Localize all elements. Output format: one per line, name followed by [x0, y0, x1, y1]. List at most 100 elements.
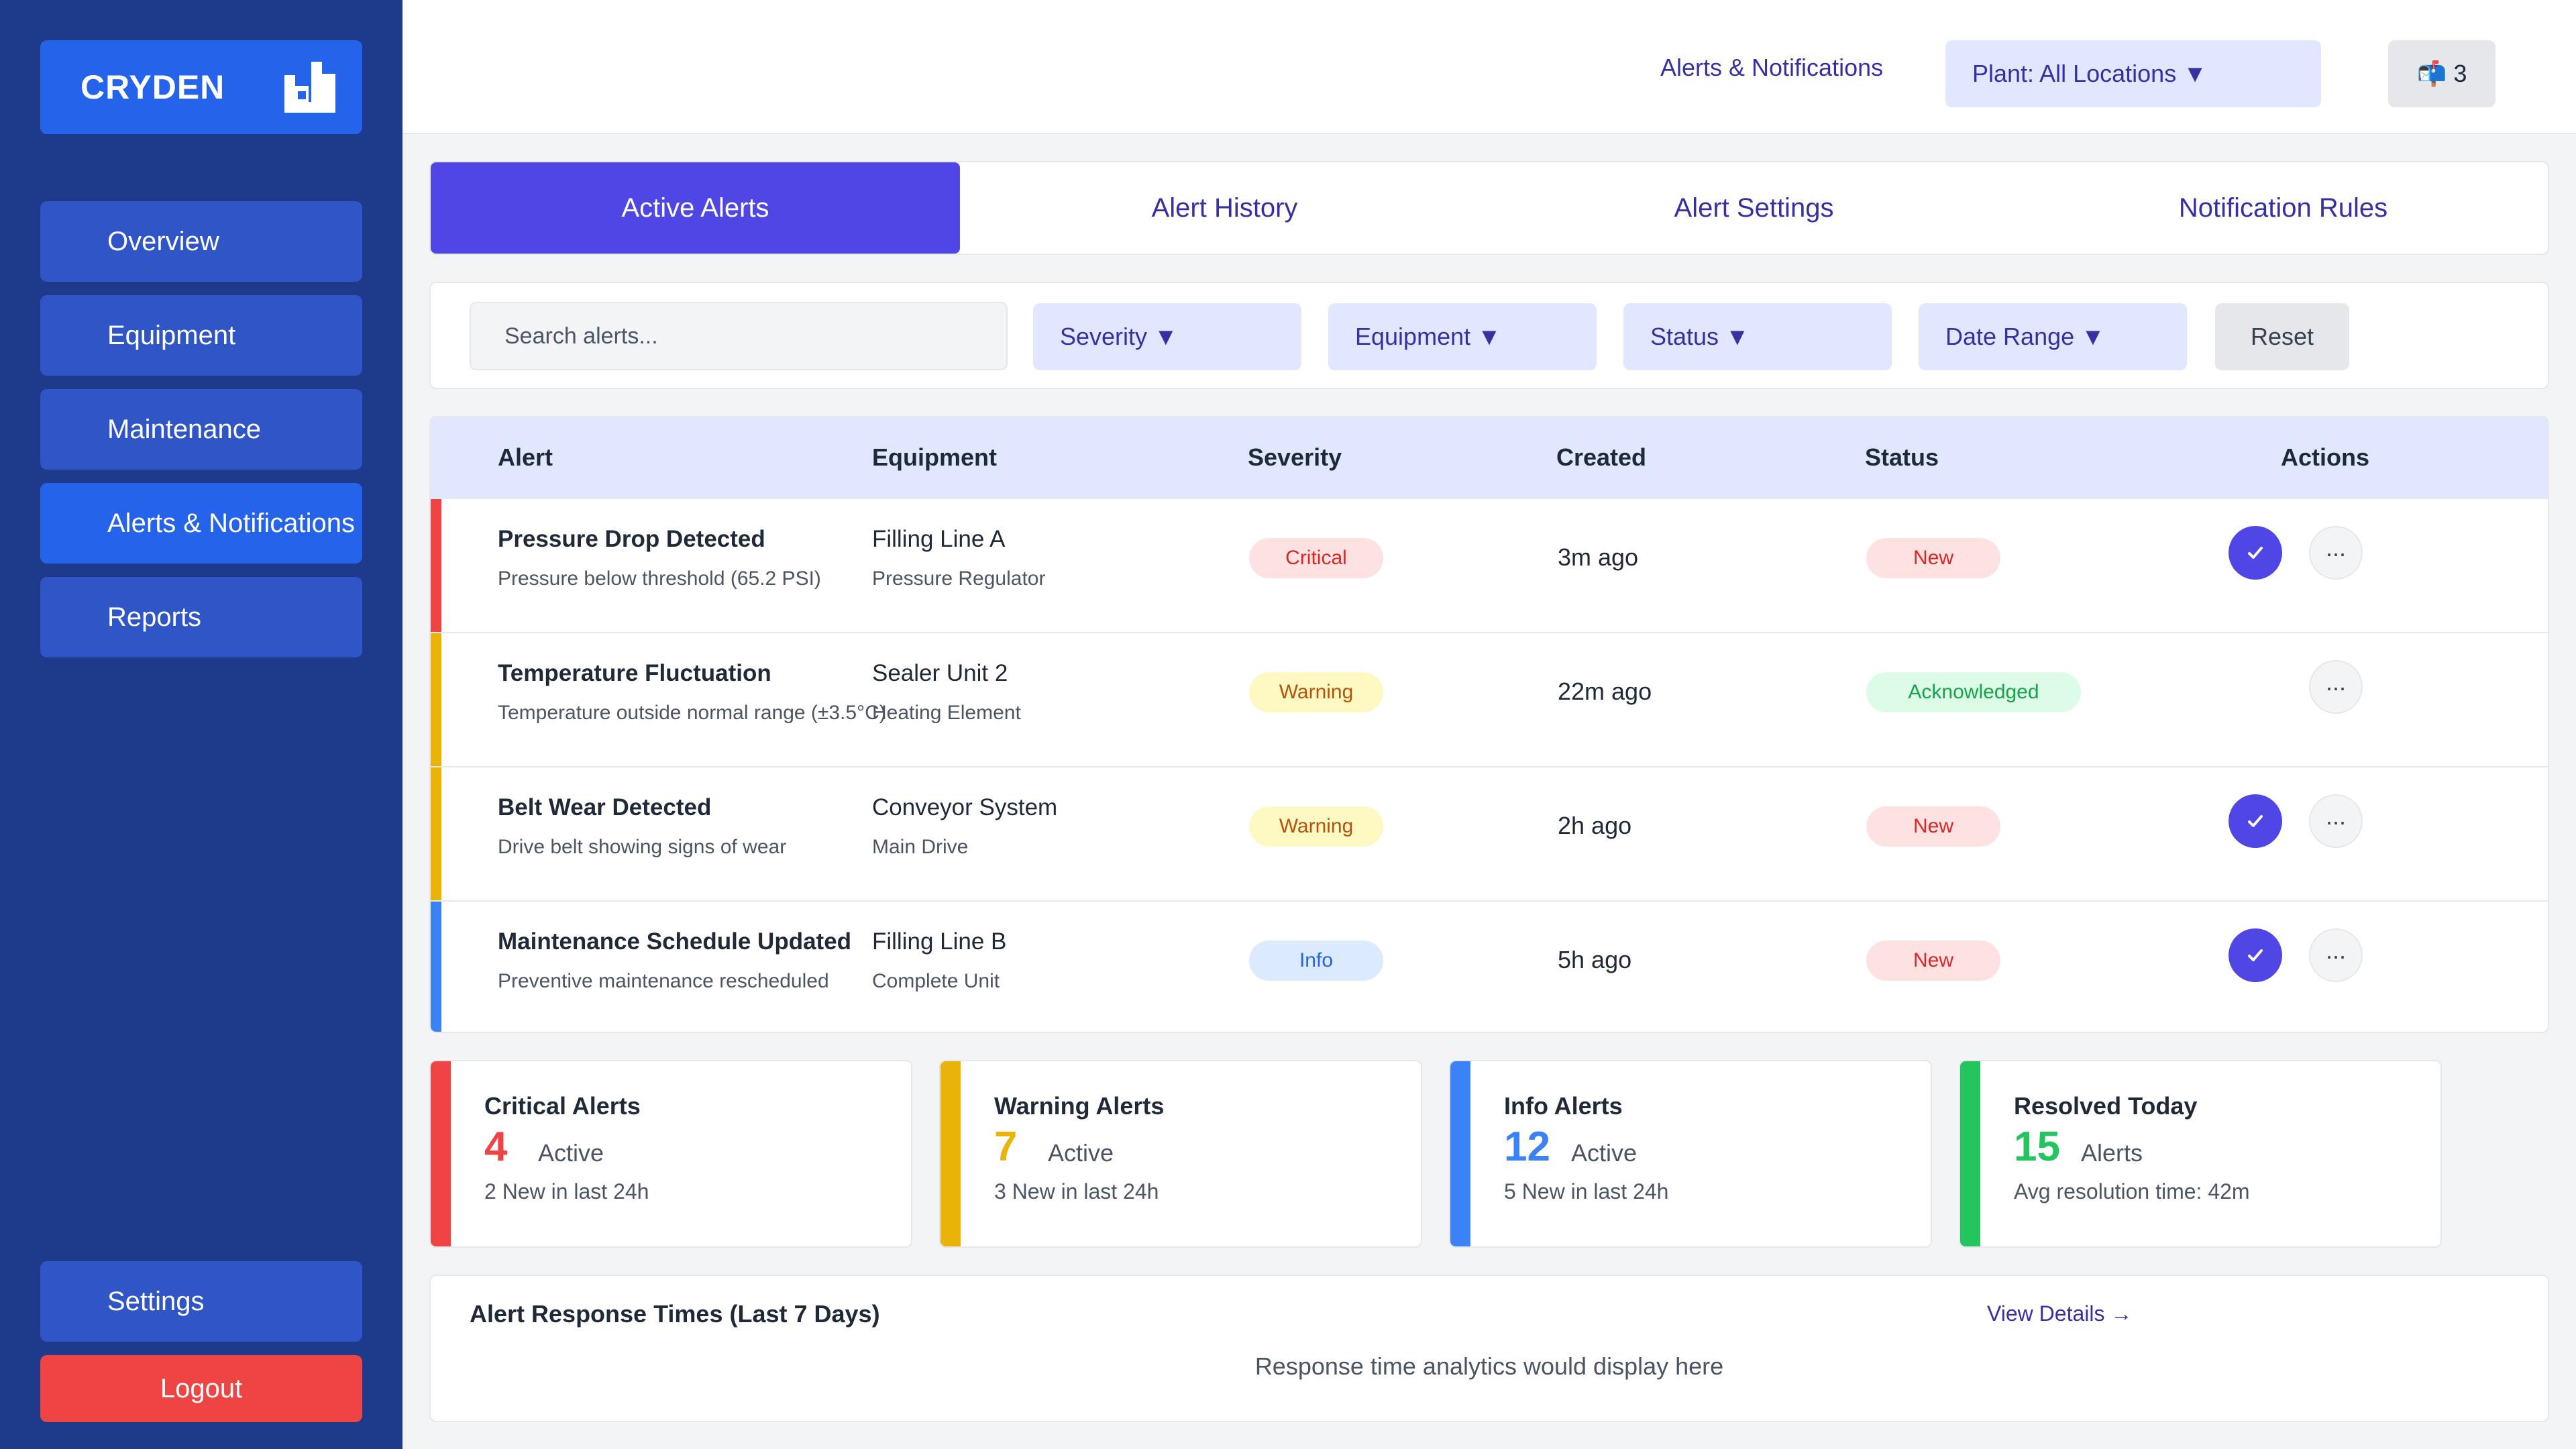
reset-button[interactable]: Reset	[2215, 303, 2349, 370]
check-icon	[2248, 547, 2263, 559]
acknowledge-button[interactable]	[2229, 526, 2282, 580]
sidebar-item-label: Reports	[107, 602, 202, 632]
equipment-name: Filling Line A	[872, 526, 1006, 552]
table-row[interactable]: Pressure Drop Detected Pressure below th…	[431, 498, 2548, 632]
more-icon: ...	[2325, 802, 2346, 830]
severity-badge: Warning	[1249, 672, 1383, 712]
plant-select[interactable]: Plant: All Locations ▼	[1945, 40, 2321, 107]
sidebar-item-label: Overview	[107, 226, 219, 256]
severity-indicator	[431, 767, 441, 900]
severity-badge: Critical	[1249, 538, 1383, 578]
notification-count: 3	[2453, 60, 2467, 87]
equipment-name: Sealer Unit 2	[872, 660, 1008, 686]
table-row[interactable]: Belt Wear Detected Drive belt showing si…	[431, 766, 2548, 900]
panel-title: Alert Response Times (Last 7 Days)	[470, 1300, 880, 1328]
sidebar-item-reports[interactable]: Reports	[40, 577, 362, 657]
sidebar-item-settings[interactable]: Settings	[40, 1261, 362, 1342]
acknowledge-button[interactable]	[2229, 794, 2282, 848]
card-title: Info Alerts	[1504, 1092, 1623, 1120]
date-range-filter[interactable]: Date Range ▼	[1919, 303, 2187, 370]
created-time: 3m ago	[1558, 543, 1639, 571]
analytics-placeholder: Response time analytics would display he…	[1254, 1352, 1724, 1380]
stat-card-warning: Warning Alerts 7 Active 3 New in last 24…	[939, 1060, 1422, 1248]
equipment-component: Heating Element	[872, 702, 1021, 724]
more-icon: ...	[2325, 936, 2346, 964]
view-details-link[interactable]: View Details →	[1987, 1301, 2133, 1326]
sidebar-item-label: Equipment	[107, 320, 236, 350]
alert-title: Pressure Drop Detected	[498, 526, 765, 552]
alert-tabs: Active Alerts Alert History Alert Settin…	[429, 161, 2549, 255]
equipment-name: Conveyor System	[872, 794, 1058, 820]
logout-button[interactable]: Logout	[40, 1355, 362, 1422]
severity-indicator	[431, 499, 441, 632]
sidebar-item-label: Maintenance	[107, 414, 262, 444]
search-input[interactable]	[470, 302, 1008, 370]
card-accent-bar	[431, 1061, 451, 1246]
top-bar: Alerts & Notifications Plant: All Locati…	[402, 0, 2576, 134]
card-unit: Active	[1571, 1139, 1638, 1167]
table-row[interactable]: Temperature Fluctuation Temperature outs…	[431, 632, 2548, 766]
card-footer: 3 New in last 24h	[994, 1179, 1159, 1203]
equipment-filter[interactable]: Equipment ▼	[1328, 303, 1597, 370]
factory-icon	[284, 62, 335, 113]
column-header-status[interactable]: Status	[1865, 443, 1939, 471]
stat-card-info: Info Alerts 12 Active 5 New in last 24h	[1449, 1060, 1932, 1248]
card-title: Resolved Today	[2014, 1092, 2198, 1120]
column-header-actions: Actions	[2281, 443, 2370, 471]
status-badge: New	[1866, 941, 2000, 981]
sidebar-item-overview[interactable]: Overview	[40, 201, 362, 282]
tab-alert-settings[interactable]: Alert Settings	[1674, 193, 1834, 223]
column-header-alert[interactable]: Alert	[498, 443, 553, 471]
card-footer: 2 New in last 24h	[484, 1179, 649, 1203]
alert-title: Maintenance Schedule Updated	[498, 928, 852, 955]
more-options-button[interactable]: ...	[2309, 928, 2363, 982]
card-title: Warning Alerts	[994, 1092, 1165, 1120]
more-options-button[interactable]: ...	[2309, 660, 2363, 714]
alert-title: Temperature Fluctuation	[498, 660, 771, 686]
tab-active-alerts[interactable]: Active Alerts	[431, 162, 960, 254]
card-value: 4	[484, 1124, 508, 1170]
created-time: 2h ago	[1558, 812, 1632, 839]
severity-badge: Info	[1249, 941, 1383, 981]
card-accent-bar	[1960, 1061, 1980, 1246]
response-times-panel: Alert Response Times (Last 7 Days) View …	[429, 1275, 2549, 1422]
sidebar-item-maintenance[interactable]: Maintenance	[40, 389, 362, 470]
status-filter[interactable]: Status ▼	[1623, 303, 1892, 370]
filter-bar: Severity ▼ Equipment ▼ Status ▼ Date Ran…	[429, 282, 2549, 389]
status-badge: New	[1866, 806, 2000, 847]
card-unit: Alerts	[2081, 1139, 2143, 1167]
severity-indicator	[431, 902, 441, 1032]
created-time: 5h ago	[1558, 946, 1632, 973]
alerts-table: Alert Equipment Severity Created Status …	[429, 416, 2549, 1033]
column-header-severity[interactable]: Severity	[1248, 443, 1342, 471]
alert-title: Belt Wear Detected	[498, 794, 712, 820]
check-icon	[2248, 815, 2263, 827]
stat-card-resolved: Resolved Today 15 Alerts Avg resolution …	[1959, 1060, 2442, 1248]
brand-logo[interactable]: CRYDEN	[40, 40, 362, 134]
equipment-component: Main Drive	[872, 836, 969, 858]
severity-filter[interactable]: Severity ▼	[1033, 303, 1301, 370]
more-options-button[interactable]: ...	[2309, 794, 2363, 848]
acknowledge-button[interactable]	[2229, 928, 2282, 982]
column-header-created[interactable]: Created	[1556, 443, 1647, 471]
created-time: 22m ago	[1558, 678, 1652, 705]
alerts-notifications-link[interactable]: Alerts & Notifications	[1660, 54, 1884, 81]
sidebar-item-equipment[interactable]: Equipment	[40, 295, 362, 376]
equipment-component: Pressure Regulator	[872, 568, 1046, 590]
check-icon	[2248, 949, 2263, 961]
more-icon: ...	[2325, 534, 2346, 561]
column-header-equipment[interactable]: Equipment	[872, 443, 997, 471]
tab-notification-rules[interactable]: Notification Rules	[2178, 193, 2388, 223]
table-row[interactable]: Maintenance Schedule Updated Preventive …	[431, 900, 2548, 1032]
sidebar-item-label: Settings	[107, 1286, 205, 1316]
alert-description: Preventive maintenance rescheduled	[498, 970, 829, 992]
tab-alert-history[interactable]: Alert History	[1151, 193, 1298, 223]
notifications-button[interactable]: 📬 3	[2388, 40, 2496, 107]
card-footer: Avg resolution time: 42m	[2014, 1179, 2250, 1203]
card-value: 15	[2014, 1124, 2060, 1170]
severity-indicator	[431, 633, 441, 766]
sidebar-item-alerts-notifications[interactable]: Alerts & Notifications	[40, 483, 362, 564]
card-value: 7	[994, 1124, 1018, 1170]
alert-description: Pressure below threshold (65.2 PSI)	[498, 568, 821, 590]
more-options-button[interactable]: ...	[2309, 526, 2363, 580]
